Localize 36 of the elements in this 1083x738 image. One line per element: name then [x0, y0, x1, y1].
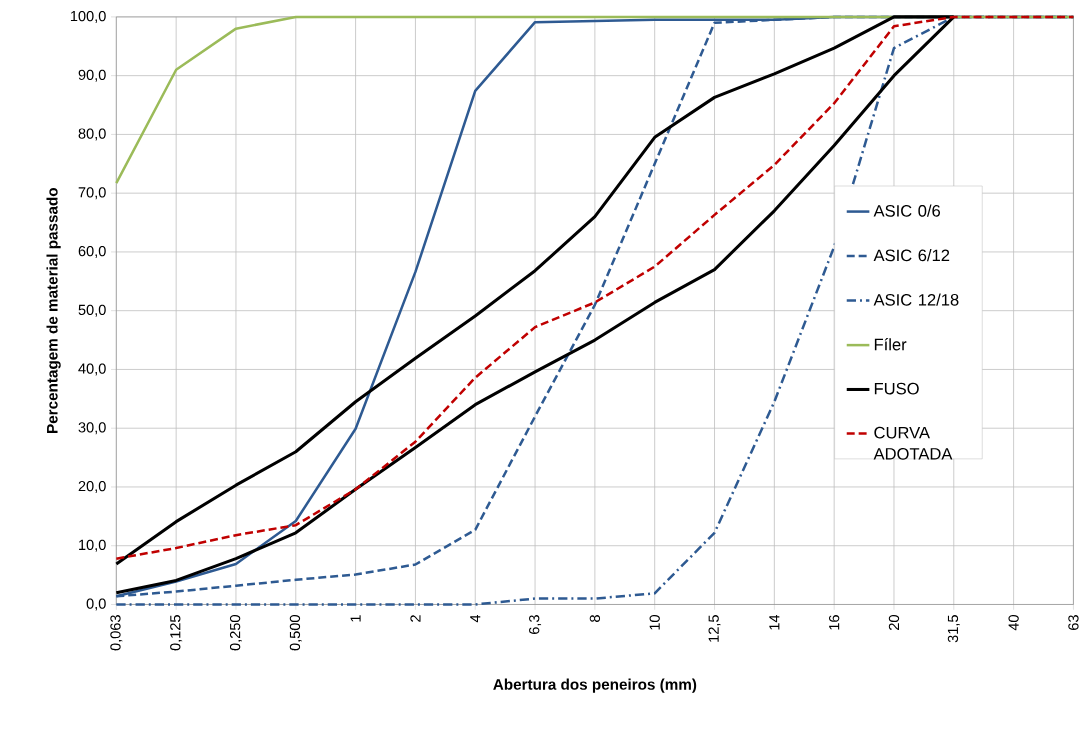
legend-label: ASIC 0/6 [873, 204, 941, 217]
y-axis-title: Percentagem de material passado [46, 188, 61, 434]
x-tick-label: 12,5 [708, 615, 721, 642]
x-tick-label: 0,500 [289, 615, 302, 651]
y-tick-label: 40,0 [78, 363, 106, 376]
x-tick-label: 63 [1068, 615, 1079, 631]
x-tick-label: 0,063 [110, 615, 123, 651]
x-tick-label: 40 [1008, 615, 1019, 631]
x-tick-label: 31,5 [947, 615, 960, 643]
x-tick-label: 1 [350, 615, 361, 622]
legend-label: Fíler [874, 338, 907, 351]
legend-label: CURVA ADOTADA [873, 426, 953, 460]
y-tick-label: 50,0 [78, 304, 106, 317]
y-tick-label: 100,0 [70, 11, 106, 24]
x-tick-label: 4 [470, 615, 481, 623]
x-tick-label: 0,250 [229, 615, 242, 651]
y-tick-label: 70,0 [78, 187, 106, 200]
y-tick-label: 30,0 [78, 422, 106, 435]
legend-label: FUSO [874, 382, 919, 395]
x-tick-label: 20 [888, 615, 900, 631]
legend-label: ASIC 6/12 [873, 249, 950, 262]
y-tick-label: 80,0 [78, 128, 106, 141]
x-tick-label: 10 [649, 615, 660, 630]
x-tick-label: 14 [769, 615, 780, 630]
y-tick-label: 90,0 [78, 69, 106, 82]
y-tick-label: 0,0 [86, 598, 106, 611]
x-tick-label: 16 [829, 615, 840, 630]
x-tick-label: 6,3 [529, 615, 542, 635]
y-tick-label: 20,0 [78, 481, 106, 494]
y-tick-label: 10,0 [79, 539, 106, 552]
x-axis-title: Abertura dos peneiros (mm) [493, 678, 697, 693]
legend-label: ASIC 12/18 [873, 293, 959, 306]
x-tick-label: 2 [410, 615, 421, 622]
x-tick-label: 8 [589, 615, 601, 623]
y-tick-label: 60,0 [78, 246, 106, 259]
x-tick-label: 0,125 [170, 615, 183, 651]
